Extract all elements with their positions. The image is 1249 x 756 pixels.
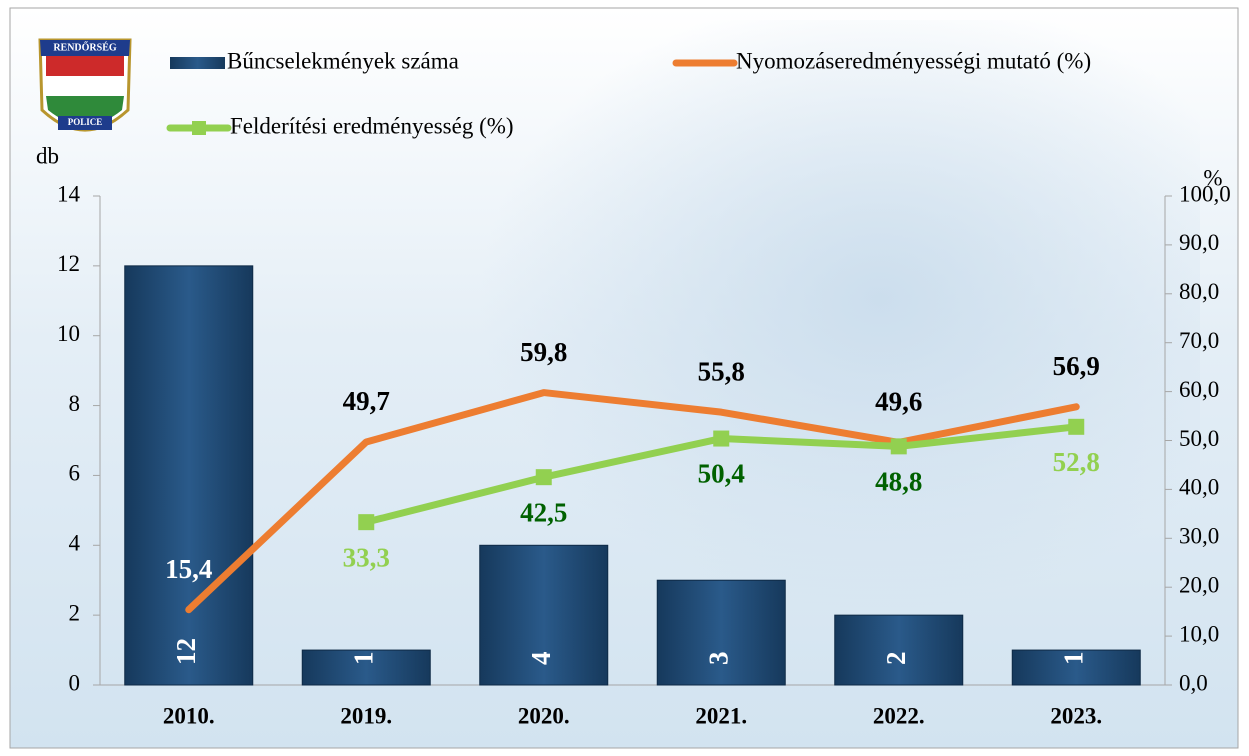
logo: RENDŐRSÉG POLICE [40,40,130,130]
legend-label: Felderítési eredményesség (%) [230,113,514,138]
bar-value-label: 3 [703,652,733,666]
y2-tick-label: 0,0 [1179,670,1208,695]
y2-tick-label: 90,0 [1179,230,1219,255]
y-tick-label: 2 [69,600,81,625]
bar-value-label: 4 [526,652,556,666]
x-tick-label: 2019. [340,703,392,728]
y-tick-label: 6 [69,461,81,486]
y2-tick-label: 60,0 [1179,377,1219,402]
x-tick-label: 2021. [695,703,747,728]
legend-swatch [170,57,225,69]
y2-tick-label: 100,0 [1179,181,1231,206]
y-tick-label: 8 [69,391,81,416]
legend-label: Bűncselekmények száma [227,48,459,73]
y2-tick-label: 40,0 [1179,475,1219,500]
bar [835,615,963,685]
line-value-label: 50,4 [698,459,745,489]
bar-value-label: 2 [881,652,911,666]
logo-top-text: RENDŐRSÉG [53,41,117,53]
line-value-label: 49,7 [343,386,390,416]
line-marker [358,514,374,530]
line-marker [536,469,552,485]
bar [125,266,253,685]
bar [657,580,785,685]
y-axis-label: db [36,143,59,168]
line-value-label: 48,8 [875,467,922,497]
x-tick-label: 2020. [518,703,570,728]
y2-tick-label: 30,0 [1179,524,1219,549]
x-tick-label: 2022. [873,703,925,728]
line-value-label: 59,8 [520,337,567,367]
line-marker [713,431,729,447]
line-value-label: 52,8 [1053,447,1100,477]
y2-tick-label: 80,0 [1179,279,1219,304]
line-value-label: 55,8 [698,356,745,386]
line-marker [1068,419,1084,435]
chart: RENDŐRSÉG POLICE db % 024681012140,010,0… [0,0,1249,756]
y-tick-label: 4 [69,531,81,556]
bar-value-label: 1 [348,652,378,666]
x-tick-label: 2010. [163,703,215,728]
y-tick-label: 14 [57,181,81,206]
line-value-label: 42,5 [520,497,567,527]
y-tick-label: 0 [69,670,81,695]
x-tick-label: 2023. [1050,703,1102,728]
line-value-label: 49,6 [875,387,922,417]
y2-tick-label: 10,0 [1179,621,1219,646]
bar-value-label: 12 [171,638,201,665]
y-tick-label: 10 [57,321,80,346]
legend-label: Nyomozáseredményességi mutató (%) [736,48,1091,73]
y2-tick-label: 20,0 [1179,572,1219,597]
legend-marker [192,121,206,135]
y2-tick-label: 50,0 [1179,426,1219,451]
line-value-label: 33,3 [343,542,390,572]
bar-value-label: 1 [1058,652,1088,666]
line-value-label: 56,9 [1053,351,1100,381]
y2-tick-label: 70,0 [1179,328,1219,353]
line-value-label: 15,4 [165,554,212,584]
logo-bottom-text: POLICE [68,117,103,127]
line-marker [891,438,907,454]
y-tick-label: 12 [57,251,80,276]
